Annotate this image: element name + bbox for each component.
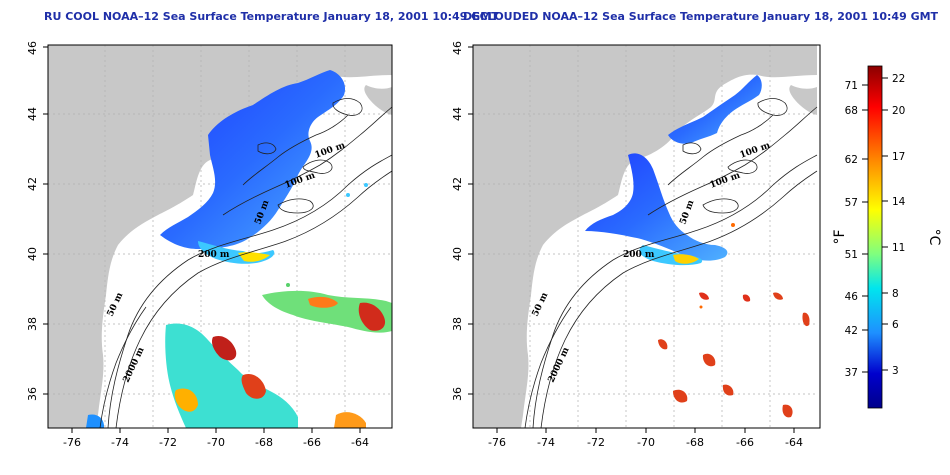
fahrenheit-tick: 46: [845, 291, 859, 303]
sst-raster: [86, 70, 392, 428]
x-ticks: [496, 428, 795, 433]
x-tick-label: -72: [587, 436, 605, 449]
x-tick-label: -64: [785, 436, 803, 449]
celsius-tick: 8: [892, 288, 899, 300]
fahrenheit-tick: 51: [845, 249, 858, 261]
y-ticks: [468, 46, 473, 395]
x-tick-label: -76: [63, 436, 81, 449]
x-tick-label: -68: [255, 436, 273, 449]
x-tick-label: -66: [303, 436, 321, 449]
y-tick-label: 38: [451, 317, 464, 331]
y-tick-label: 46: [26, 41, 39, 55]
celsius-unit-label: °C: [926, 229, 942, 246]
y-tick-label: 38: [26, 317, 39, 331]
celsius-tick: 20: [892, 105, 905, 117]
sst-raster: [585, 75, 810, 418]
y-ticks: [43, 46, 48, 395]
celsius-tick: 22: [892, 73, 905, 85]
celsius-tick: 11: [892, 242, 905, 254]
y-tick-label: 36: [451, 387, 464, 401]
fahrenheit-tick: 37: [845, 367, 858, 379]
contour-label: 200 m: [198, 250, 230, 260]
x-tick-label: -74: [537, 436, 555, 449]
fahrenheit-tick: 57: [845, 197, 858, 209]
fahrenheit-tick: 42: [845, 325, 858, 337]
y-tick-label: 42: [26, 177, 39, 191]
y-tick-label: 40: [26, 247, 39, 261]
map-panel-declouded: 100 m 100 m 50 m 200 m 50 m 2000 m -76 -…: [451, 41, 821, 449]
y-tick-label: 46: [451, 41, 464, 55]
contour-label: 200 m: [623, 250, 655, 260]
x-tick-label: -72: [159, 436, 177, 449]
celsius-tick: 3: [892, 365, 899, 377]
plot-frame: [47, 44, 393, 429]
x-tick-label: -68: [686, 436, 704, 449]
y-tick-label: 36: [26, 387, 39, 401]
x-ticks: [71, 428, 361, 433]
fahrenheit-unit-label: °F: [832, 229, 848, 244]
celsius-tick: 6: [892, 319, 899, 331]
x-tick-label: -70: [637, 436, 655, 449]
y-tick-label: 44: [26, 107, 39, 121]
fahrenheit-tick: 68: [845, 105, 858, 117]
x-tick-label: -64: [351, 436, 369, 449]
fahrenheit-tick: 62: [845, 154, 858, 166]
fahrenheit-tick: 71: [845, 80, 858, 92]
colorbar-gradient: [867, 65, 883, 409]
celsius-tick: 14: [892, 196, 906, 208]
colorbar: 71 68 62 57 51 46 42 37 22 20 17 14 11 8…: [832, 65, 942, 409]
y-tick-label: 40: [451, 247, 464, 261]
x-tick-label: -66: [736, 436, 754, 449]
y-tick-label: 44: [451, 107, 464, 121]
panel-title-raw: RU COOL NOAA–12 Sea Surface Temperature …: [44, 10, 499, 23]
x-tick-label: -74: [111, 436, 129, 449]
map-panel-raw: 100 m 100 m 50 m 200 m 50 m 2000 m -76 -…: [26, 41, 393, 449]
x-tick-label: -70: [207, 436, 225, 449]
celsius-tick: 17: [892, 151, 905, 163]
y-tick-label: 42: [451, 177, 464, 191]
x-tick-label: -76: [488, 436, 506, 449]
panel-title-declouded: DECLOUDED NOAA–12 Sea Surface Temperatur…: [463, 10, 939, 23]
